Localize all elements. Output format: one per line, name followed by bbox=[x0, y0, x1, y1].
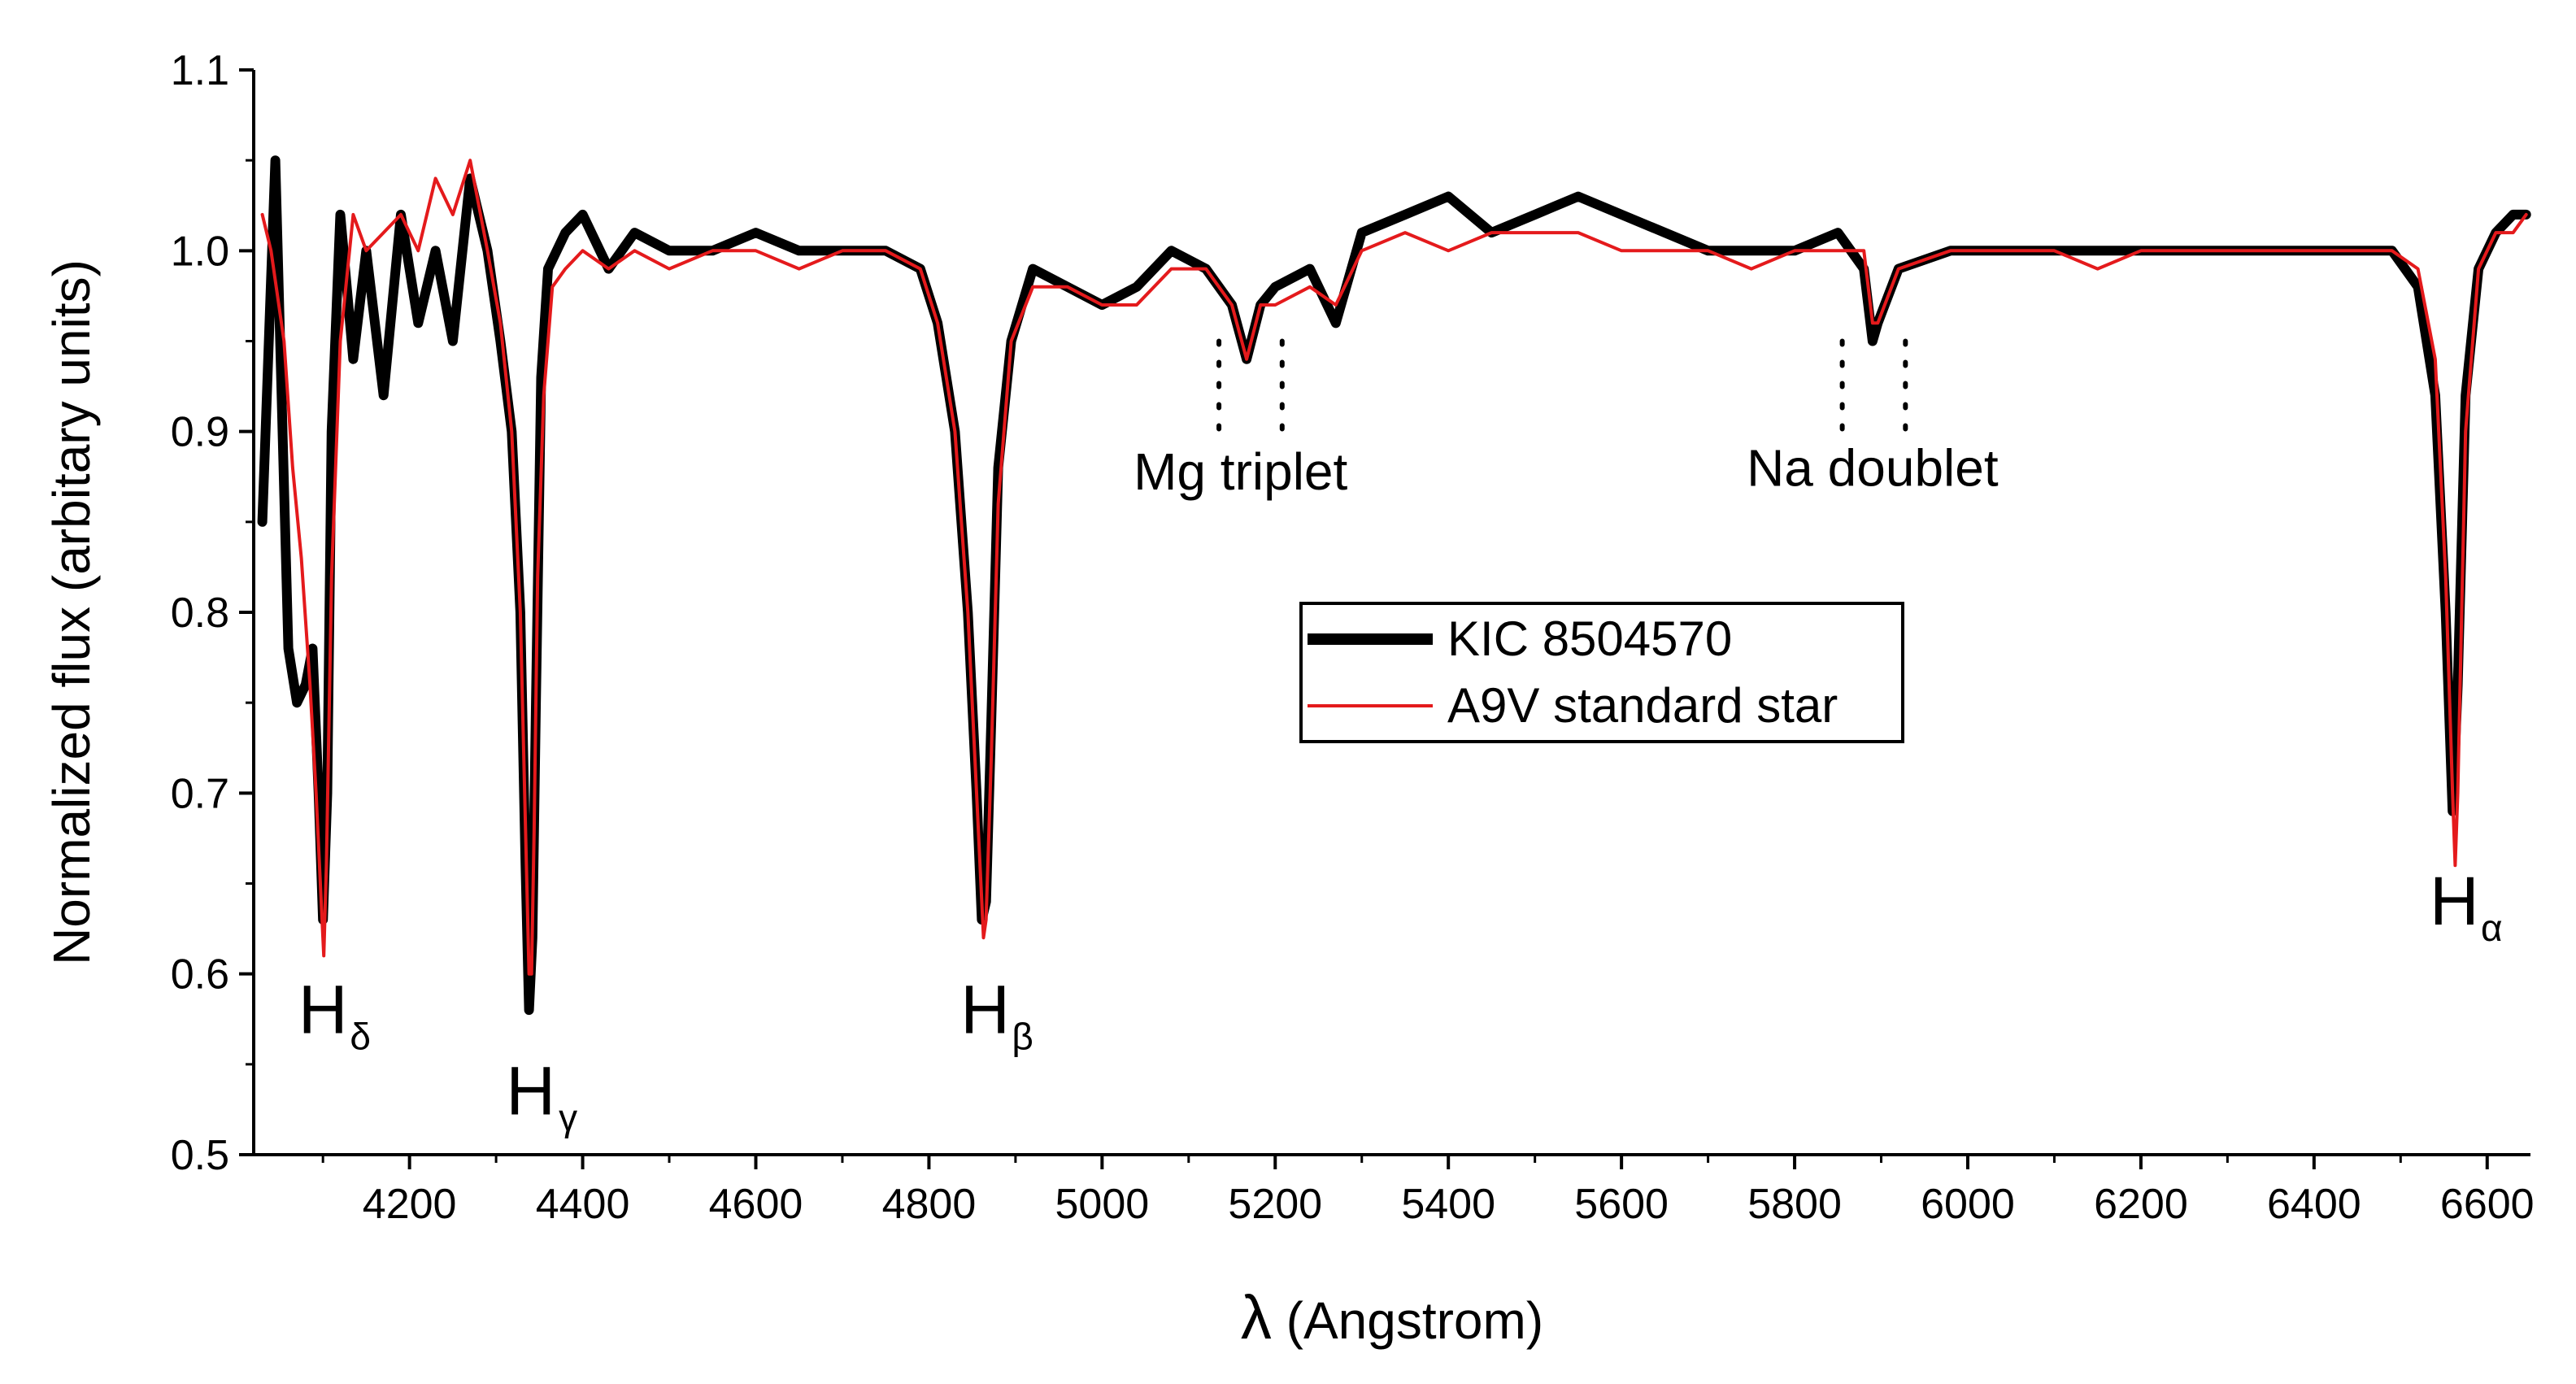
hydrogen-line-subscript: β bbox=[1012, 1016, 1033, 1058]
x-tick-label: 4600 bbox=[709, 1181, 803, 1228]
legend-box bbox=[1299, 602, 1904, 743]
region-label: Na doublet bbox=[1747, 438, 1999, 497]
hydrogen-line-letter: H bbox=[506, 1053, 555, 1129]
y-axis-label: Normalized flux (arbitary units) bbox=[42, 259, 101, 965]
x-tick-label: 6200 bbox=[2094, 1181, 2188, 1228]
series-line-kic-8504570 bbox=[257, 155, 2531, 1016]
series-layer bbox=[257, 155, 2531, 1016]
x-tick-label: 5200 bbox=[1228, 1181, 1322, 1228]
x-axis-label-symbol: λ bbox=[1241, 1283, 1272, 1352]
x-tick-label: 5600 bbox=[1574, 1181, 1669, 1228]
region-label: Mg triplet bbox=[1134, 442, 1347, 501]
x-tick-label: 6600 bbox=[2440, 1181, 2535, 1228]
x-axis-label-text: (Angstrom) bbox=[1272, 1291, 1543, 1350]
legend-label-kic: KIC 8504570 bbox=[1447, 611, 1732, 666]
y-tick-label: 0.5 bbox=[171, 1132, 229, 1179]
x-tick-label: 6400 bbox=[2267, 1181, 2361, 1228]
y-tick-label: 1.1 bbox=[171, 47, 229, 94]
y-tick-label: 0.6 bbox=[171, 951, 229, 999]
hydrogen-line-subscript: δ bbox=[350, 1016, 371, 1058]
hydrogen-line-letter: H bbox=[960, 972, 1010, 1048]
x-tick-label: 4800 bbox=[882, 1181, 977, 1228]
hydrogen-line-letter: H bbox=[298, 972, 348, 1048]
x-tick-label: 6000 bbox=[1921, 1181, 2015, 1228]
x-axis-label: λ (Angstrom) bbox=[1241, 1283, 1543, 1352]
hydrogen-line-letter: H bbox=[2430, 863, 2479, 939]
x-tick-label: 5800 bbox=[1747, 1181, 1842, 1228]
legend-label-a9v: A9V standard star bbox=[1447, 678, 1838, 733]
legend: KIC 8504570 A9V standard star bbox=[1299, 602, 1904, 743]
dotted-marker-layer bbox=[1216, 338, 1908, 443]
series-line-a9v-standard-star bbox=[260, 159, 2528, 976]
hydrogen-line-subscript: α bbox=[2481, 907, 2503, 949]
hydrogen-line-subscript: γ bbox=[559, 1097, 577, 1139]
x-tick-label: 5400 bbox=[1401, 1181, 1495, 1228]
y-tick-label: 0.9 bbox=[171, 409, 229, 456]
y-tick-label: 0.7 bbox=[171, 770, 229, 817]
x-tick-label: 4200 bbox=[363, 1181, 457, 1228]
x-tick-label: 5000 bbox=[1055, 1181, 1150, 1228]
y-tick-label: 0.8 bbox=[171, 590, 229, 637]
y-tick-label: 1.0 bbox=[171, 228, 229, 275]
tick-layer: 4200 4400 4600 4800 5000 5200 5400 5600 5800 6000… bbox=[171, 47, 2535, 1228]
x-tick-label: 4400 bbox=[536, 1181, 630, 1228]
